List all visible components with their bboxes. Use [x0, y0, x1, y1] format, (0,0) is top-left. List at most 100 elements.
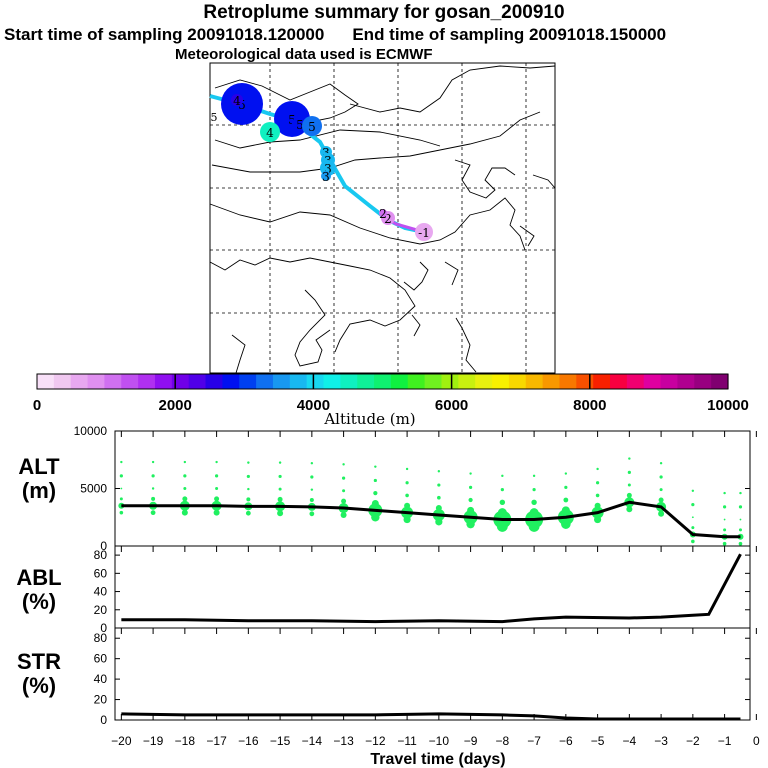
y-tick-label: 80	[94, 548, 108, 562]
colorbar-segment	[104, 374, 122, 389]
alt-cluster-point	[723, 518, 726, 521]
colorbar-tick-label: 4000	[297, 397, 330, 414]
alt-cluster-point	[501, 474, 504, 478]
colorbar-segment	[626, 374, 645, 389]
trajectory-marker	[321, 171, 331, 181]
alt-cluster-point	[150, 510, 156, 516]
colorbar-segment	[542, 374, 561, 389]
colorbar-segment	[458, 374, 476, 389]
trajectory-marker-label: 3	[322, 170, 330, 184]
colorbar-tick-label: 8000	[573, 397, 606, 414]
colorbar-segment	[70, 374, 89, 389]
alt-cluster-point	[532, 488, 536, 492]
alt-cluster-point	[532, 474, 536, 478]
y-tick-label: 20	[94, 603, 108, 617]
alt-cluster-point	[151, 474, 155, 478]
alt-cluster-point	[277, 510, 284, 517]
alt-cluster-point	[691, 503, 695, 507]
alt-cluster-point	[469, 485, 473, 489]
alt-cluster-point	[247, 461, 250, 464]
x-tick-label: −9	[464, 734, 478, 748]
colorbar-segment	[643, 374, 662, 389]
alt-cluster-point	[310, 462, 314, 465]
alt-cluster-point	[596, 467, 599, 471]
alt-cluster-point	[310, 475, 314, 479]
alt-cluster-point	[738, 505, 743, 509]
alt-cluster-point	[528, 521, 540, 532]
alt-panel-frame	[114, 430, 751, 547]
alt-cluster-point	[658, 510, 665, 517]
alt-cluster-point	[627, 483, 631, 487]
alt-cluster-point	[626, 492, 632, 498]
trajectory-marker-label: -1	[418, 226, 430, 240]
alt-cluster-point	[404, 502, 411, 509]
alt-cluster-point	[151, 496, 156, 501]
trajectory-marker-label: 4	[266, 126, 274, 140]
x-tick-label: −14	[302, 734, 323, 748]
alt-cluster-point	[215, 460, 218, 464]
trajectory-marker-label: 3	[324, 162, 332, 176]
alt-cluster-point	[500, 488, 504, 492]
alt-cluster-point	[405, 493, 409, 498]
alt-cluster-point	[691, 489, 695, 492]
colorbar-segment	[138, 374, 156, 389]
alt-cluster-point	[342, 463, 345, 466]
trajectory-marker	[302, 116, 322, 136]
alt-mean-line	[121, 500, 741, 539]
alt-cluster-point	[691, 526, 695, 530]
alt-cluster-point	[183, 460, 187, 464]
str-row-unit: (%)	[21, 673, 57, 698]
trajectory-marker	[379, 209, 387, 217]
alt-cluster-point	[531, 499, 537, 505]
alt-cluster-point	[435, 505, 442, 512]
alt-cluster-point	[564, 485, 568, 489]
colorbar-segment	[121, 374, 139, 389]
alt-cluster-point	[658, 497, 664, 503]
colorbar-segment	[711, 374, 729, 389]
x-tick-label: −20	[111, 734, 132, 748]
x-tick-label: −12	[365, 734, 386, 748]
colorbar-segment	[610, 374, 628, 389]
alt-cluster-point	[739, 491, 742, 495]
alt-cluster-point	[342, 476, 346, 480]
alt-cluster-point	[691, 516, 694, 519]
alt-cluster-point	[596, 481, 600, 485]
alt-cluster-point	[371, 499, 379, 507]
trajectory-marker-label: 2	[379, 207, 387, 221]
alt-cluster-point	[119, 474, 123, 478]
alt-cluster-point	[738, 541, 743, 546]
met-data-label: Meteorological data used is ECMWF	[175, 46, 433, 63]
colorbar-segment	[694, 374, 712, 389]
alt-cluster-point	[497, 508, 507, 518]
colorbar-segment	[441, 374, 459, 389]
x-tick-label: −19	[143, 734, 164, 748]
alt-cluster-point	[246, 497, 251, 502]
alt-cluster-point	[182, 496, 188, 502]
alt-cluster-point	[723, 505, 727, 509]
alt-cluster-point	[468, 497, 473, 503]
colorbar-segment	[188, 374, 207, 389]
alt-cluster-point	[214, 496, 220, 502]
alt-cluster-point	[181, 509, 188, 516]
alt-cluster-point	[374, 465, 377, 468]
x-axis-label: Travel time (days)	[370, 751, 505, 768]
str-row-name: STR	[17, 649, 61, 674]
x-tick-label: −18	[175, 734, 196, 748]
alt-cluster-point	[309, 511, 315, 517]
colorbar-segment	[205, 374, 223, 389]
alt-cluster-point	[371, 513, 380, 522]
x-tick-label: −7	[527, 734, 541, 748]
alt-cluster-point	[119, 510, 124, 515]
colorbar-tick-label: 0	[33, 397, 41, 414]
alt-cluster-point	[563, 497, 569, 503]
x-tick-label: −3	[654, 734, 668, 748]
abl-row-label: ABL (%)	[4, 566, 74, 614]
colorbar-segment	[660, 374, 679, 389]
alt-cluster-point	[245, 510, 251, 516]
trajectory-marker	[231, 94, 243, 106]
alt-cluster-point	[278, 474, 282, 479]
y-tick-label: 80	[94, 631, 108, 645]
trajectory-marker-label: 2	[384, 212, 392, 226]
colorbar-segment	[171, 374, 190, 389]
alt-cluster-point	[738, 528, 742, 532]
